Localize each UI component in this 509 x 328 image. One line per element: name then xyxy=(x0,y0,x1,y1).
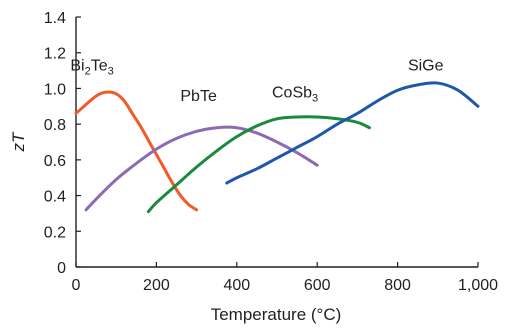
x-tick-label: 1,000 xyxy=(458,277,498,294)
x-tick-label: 0 xyxy=(72,277,81,294)
x-tick-label: 200 xyxy=(143,277,170,294)
y-tick-label: 1.2 xyxy=(44,46,66,63)
series-line-cosb3 xyxy=(146,115,371,214)
series-label-pbte: PbTe xyxy=(180,88,217,105)
series-labels: Bi2Te3 PbTe CoSb3 SiGe xyxy=(70,58,443,105)
axes xyxy=(75,17,478,268)
y-tick-label: 1.0 xyxy=(44,81,66,98)
series-label-sige: SiGe xyxy=(408,58,444,75)
series-line-bi2te3 xyxy=(74,90,199,212)
series-label-cosb3: CoSb3 xyxy=(272,84,318,104)
y-tick-label: 0 xyxy=(57,260,66,277)
x-tick-label: 800 xyxy=(384,277,411,294)
y-tick-label: 0.8 xyxy=(44,117,66,134)
x-axis-title: Temperature (°C) xyxy=(211,305,342,324)
y-axis-title: zT xyxy=(9,131,28,153)
ticks: 0 200 400 600 800 1,000 0 0.2 0.4 0.6 0.8 1.0 1.2 1.4 xyxy=(44,10,498,294)
series-line-pbte xyxy=(84,125,319,212)
curves xyxy=(74,81,480,214)
y-tick-label: 0.2 xyxy=(44,224,66,241)
x-tick-label: 600 xyxy=(304,277,331,294)
y-tick-label: 0.6 xyxy=(44,153,66,170)
y-tick-label: 0.4 xyxy=(44,189,66,206)
y-tick-label: 1.4 xyxy=(44,10,66,27)
series-label-bi2te3: Bi2Te3 xyxy=(70,58,113,78)
x-tick-label: 400 xyxy=(223,277,250,294)
series-line-sige xyxy=(225,81,480,185)
